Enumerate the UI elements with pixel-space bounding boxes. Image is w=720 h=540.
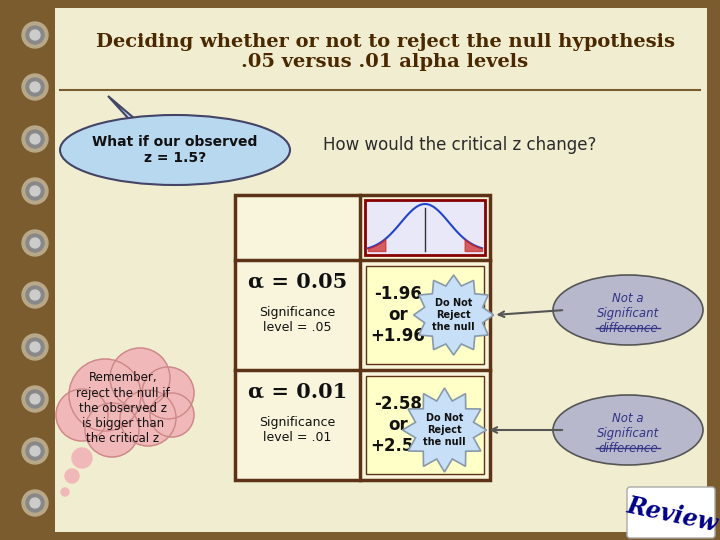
FancyBboxPatch shape bbox=[366, 266, 484, 364]
Circle shape bbox=[30, 134, 40, 144]
Text: -1.96
or
+1.96: -1.96 or +1.96 bbox=[371, 285, 426, 345]
FancyBboxPatch shape bbox=[235, 195, 490, 480]
Circle shape bbox=[22, 126, 48, 152]
Circle shape bbox=[56, 389, 108, 441]
Circle shape bbox=[22, 386, 48, 412]
Text: Deciding whether or not to reject the null hypothesis
.05 versus .01 alpha level: Deciding whether or not to reject the nu… bbox=[96, 32, 675, 71]
Circle shape bbox=[26, 390, 44, 408]
Circle shape bbox=[26, 130, 44, 148]
FancyBboxPatch shape bbox=[366, 376, 484, 474]
FancyBboxPatch shape bbox=[365, 200, 485, 255]
Circle shape bbox=[26, 338, 44, 356]
Ellipse shape bbox=[553, 395, 703, 465]
Text: Significance
level = .05: Significance level = .05 bbox=[259, 306, 336, 334]
Circle shape bbox=[61, 488, 69, 496]
Polygon shape bbox=[413, 275, 494, 355]
Circle shape bbox=[26, 494, 44, 512]
Circle shape bbox=[26, 286, 44, 304]
Text: How would the critical z change?: How would the critical z change? bbox=[323, 136, 597, 154]
Text: Review: Review bbox=[624, 494, 720, 536]
FancyBboxPatch shape bbox=[627, 487, 715, 538]
Circle shape bbox=[150, 393, 194, 437]
Circle shape bbox=[22, 490, 48, 516]
Circle shape bbox=[120, 390, 176, 446]
Circle shape bbox=[30, 186, 40, 196]
Text: Remember,
reject the null if
the observed z
is bigger than
the critical z: Remember, reject the null if the observe… bbox=[76, 372, 170, 444]
Circle shape bbox=[26, 78, 44, 96]
Circle shape bbox=[110, 348, 170, 408]
Circle shape bbox=[69, 359, 141, 431]
Circle shape bbox=[142, 367, 194, 419]
Text: -2.58
or
+2.58: -2.58 or +2.58 bbox=[371, 395, 426, 455]
Circle shape bbox=[22, 178, 48, 204]
Circle shape bbox=[72, 448, 92, 468]
Text: Do Not
Reject
the null: Do Not Reject the null bbox=[423, 414, 466, 447]
FancyBboxPatch shape bbox=[55, 8, 707, 88]
Circle shape bbox=[30, 238, 40, 248]
Ellipse shape bbox=[553, 275, 703, 345]
Circle shape bbox=[85, 403, 139, 457]
Circle shape bbox=[30, 342, 40, 352]
Circle shape bbox=[22, 22, 48, 48]
Text: Not a
Significant: Not a Significant bbox=[597, 292, 659, 320]
Circle shape bbox=[22, 74, 48, 100]
Text: Not a
Significant: Not a Significant bbox=[597, 412, 659, 440]
Text: α = 0.01: α = 0.01 bbox=[248, 382, 347, 402]
Circle shape bbox=[22, 282, 48, 308]
Circle shape bbox=[30, 82, 40, 92]
Circle shape bbox=[26, 234, 44, 252]
Circle shape bbox=[22, 230, 48, 256]
Ellipse shape bbox=[60, 115, 290, 185]
Circle shape bbox=[26, 26, 44, 44]
Polygon shape bbox=[108, 96, 148, 130]
Circle shape bbox=[26, 182, 44, 200]
Circle shape bbox=[65, 469, 79, 483]
FancyBboxPatch shape bbox=[55, 8, 707, 532]
Polygon shape bbox=[402, 388, 487, 472]
Circle shape bbox=[30, 446, 40, 456]
Text: What if our observed
z = 1.5?: What if our observed z = 1.5? bbox=[92, 135, 258, 165]
Text: Do Not
Reject
the null: Do Not Reject the null bbox=[432, 299, 475, 332]
Text: α = 0.05: α = 0.05 bbox=[248, 272, 347, 292]
Circle shape bbox=[26, 442, 44, 460]
Text: Significance
level = .01: Significance level = .01 bbox=[259, 416, 336, 444]
Circle shape bbox=[30, 30, 40, 40]
Text: difference: difference bbox=[598, 442, 658, 455]
Circle shape bbox=[22, 438, 48, 464]
Circle shape bbox=[30, 394, 40, 404]
Circle shape bbox=[30, 290, 40, 300]
Circle shape bbox=[30, 498, 40, 508]
Text: difference: difference bbox=[598, 321, 658, 334]
Circle shape bbox=[22, 334, 48, 360]
